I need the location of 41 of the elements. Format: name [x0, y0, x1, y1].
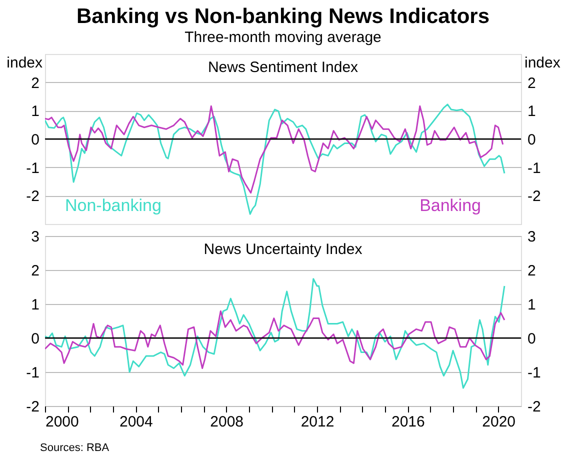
- y-axis-title: index: [6, 54, 43, 72]
- y-tick-label: 2: [31, 262, 40, 280]
- y-tick-label: 1: [31, 296, 40, 314]
- x-tick-label: 2000: [46, 414, 79, 430]
- y-tick-label: 0: [31, 132, 40, 148]
- y2-tick-label: 3: [528, 228, 536, 246]
- chart-subtitle: Three-month moving average: [184, 28, 382, 46]
- y-tick-label: 3: [31, 228, 40, 246]
- annotation: News Uncertainty Index: [204, 241, 363, 258]
- line-series: [45, 278, 506, 389]
- x-tick-label: 2008: [210, 414, 244, 430]
- y2-tick-label: -2: [528, 398, 541, 416]
- annotation: News Sentiment Index: [208, 59, 359, 76]
- x-tick-label: 2012: [300, 414, 334, 430]
- y-tick-label: -1: [26, 160, 40, 177]
- y2-tick-label: 1: [528, 103, 536, 120]
- y-tick-label: -2: [26, 398, 40, 416]
- y2-tick-label: -1: [528, 160, 541, 177]
- x-tick-label: 2004: [119, 414, 153, 430]
- y2-tick-label: 2: [528, 262, 536, 280]
- line-series: [45, 310, 506, 370]
- y2-tick-label: 2: [528, 74, 536, 92]
- series-label: Non-banking: [65, 196, 162, 215]
- y2-tick-label: -2: [528, 188, 541, 206]
- line-series: [45, 104, 506, 215]
- y-tick-label: 1: [31, 103, 40, 120]
- y2-tick-label: 0: [528, 330, 536, 348]
- y-tick-label: -1: [26, 364, 40, 382]
- y-tick-label: 0: [31, 330, 40, 348]
- chart-title: Banking vs Non-banking News Indicators: [76, 4, 490, 28]
- source-note: Sources: RBA: [40, 442, 110, 454]
- x-tick-label: 2016: [391, 414, 425, 430]
- y2-tick-label: 1: [528, 296, 536, 314]
- line-series: [45, 105, 504, 194]
- y-tick-label: 2: [31, 74, 40, 92]
- y2-axis-title: index: [524, 54, 561, 72]
- y2-tick-label: 0: [528, 132, 536, 148]
- y2-tick-label: -1: [528, 364, 541, 382]
- y-tick-label: -2: [26, 188, 40, 206]
- text: Banking: [420, 196, 481, 215]
- x-tick-label: 2020: [482, 414, 516, 430]
